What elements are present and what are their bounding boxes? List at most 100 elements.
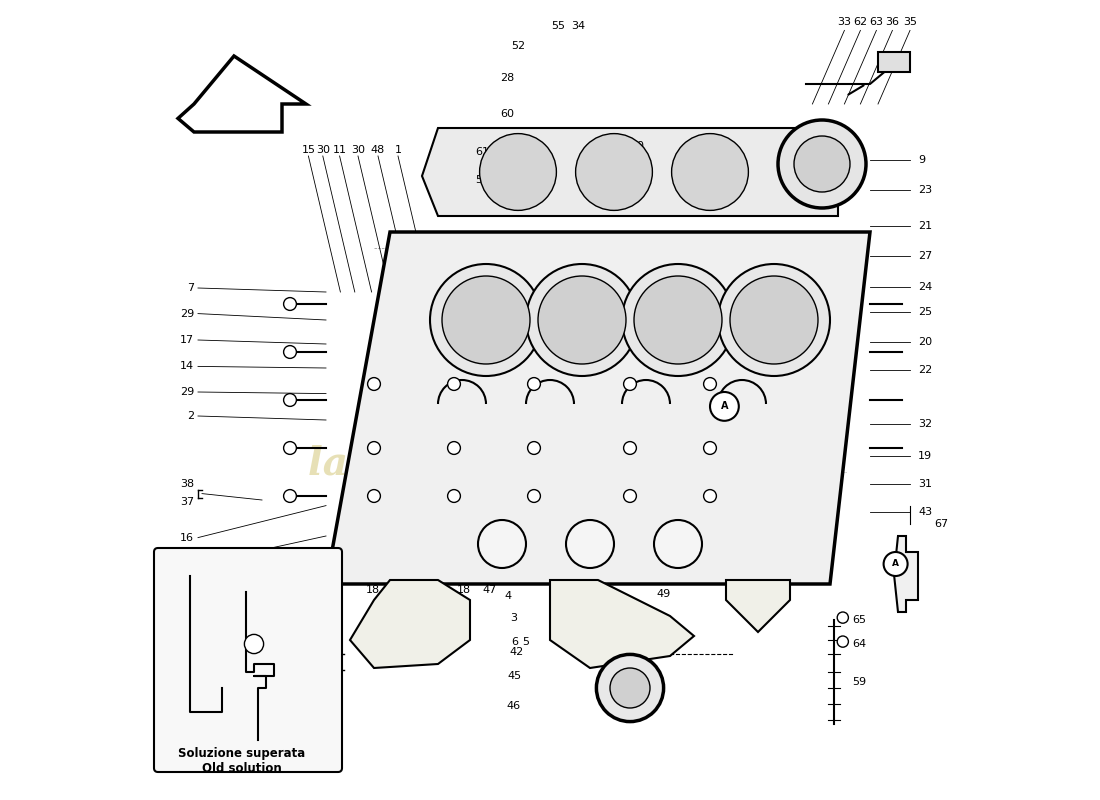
Text: 15: 15 xyxy=(301,146,316,155)
Text: 63: 63 xyxy=(869,18,883,27)
Circle shape xyxy=(794,136,850,192)
Text: 66: 66 xyxy=(657,615,671,625)
Circle shape xyxy=(837,636,848,647)
Circle shape xyxy=(448,442,461,454)
Circle shape xyxy=(284,394,296,406)
Circle shape xyxy=(442,276,530,364)
Text: 48: 48 xyxy=(371,146,385,155)
Text: 14: 14 xyxy=(180,362,194,371)
Text: 29: 29 xyxy=(179,309,194,318)
Text: 37: 37 xyxy=(180,498,194,507)
Text: 19: 19 xyxy=(918,451,932,461)
Text: 9: 9 xyxy=(918,155,925,165)
Circle shape xyxy=(528,378,540,390)
Polygon shape xyxy=(422,128,838,216)
Circle shape xyxy=(778,120,866,208)
Circle shape xyxy=(672,134,748,210)
Text: 60: 60 xyxy=(499,109,514,118)
Text: 18: 18 xyxy=(365,586,380,595)
Circle shape xyxy=(284,346,296,358)
Text: 64: 64 xyxy=(852,639,867,649)
Text: 29: 29 xyxy=(179,387,194,397)
Text: 20: 20 xyxy=(918,338,932,347)
Text: 61: 61 xyxy=(475,147,490,157)
Text: 7: 7 xyxy=(187,283,194,293)
Text: 13: 13 xyxy=(385,586,398,595)
Circle shape xyxy=(710,392,739,421)
Text: 62: 62 xyxy=(854,18,868,27)
Circle shape xyxy=(284,442,296,454)
Text: 43: 43 xyxy=(918,507,932,517)
Text: 3: 3 xyxy=(509,613,517,622)
Text: 44: 44 xyxy=(539,490,553,499)
Text: Soluzione superata: Soluzione superata xyxy=(178,747,306,760)
Text: 31: 31 xyxy=(918,479,932,489)
Circle shape xyxy=(284,490,296,502)
Text: 12: 12 xyxy=(431,586,446,595)
Text: 21: 21 xyxy=(918,221,932,230)
Polygon shape xyxy=(326,232,870,584)
Text: 55: 55 xyxy=(551,21,565,30)
Text: 5: 5 xyxy=(522,637,529,646)
Bar xyxy=(878,52,910,72)
Text: 58: 58 xyxy=(642,522,657,531)
Circle shape xyxy=(634,276,722,364)
Text: 36: 36 xyxy=(886,18,900,27)
Text: 49: 49 xyxy=(657,589,671,598)
Text: 65: 65 xyxy=(852,615,867,625)
Circle shape xyxy=(430,264,542,376)
Text: 8: 8 xyxy=(410,586,418,595)
Polygon shape xyxy=(726,580,790,632)
Text: 11: 11 xyxy=(332,146,346,155)
Circle shape xyxy=(718,264,830,376)
Text: 4: 4 xyxy=(505,591,512,601)
Text: A: A xyxy=(720,402,728,411)
Text: 45: 45 xyxy=(508,671,521,681)
Circle shape xyxy=(624,378,637,390)
Text: 30: 30 xyxy=(316,146,330,155)
Text: 32: 32 xyxy=(918,419,932,429)
Circle shape xyxy=(448,378,461,390)
Polygon shape xyxy=(350,580,470,668)
Text: 40: 40 xyxy=(327,669,341,678)
Circle shape xyxy=(837,612,848,623)
Text: 2: 2 xyxy=(187,559,194,569)
FancyBboxPatch shape xyxy=(154,548,342,772)
Circle shape xyxy=(624,442,637,454)
Text: 67: 67 xyxy=(934,519,948,529)
Circle shape xyxy=(621,264,734,376)
Circle shape xyxy=(367,490,381,502)
Text: 16: 16 xyxy=(180,533,194,542)
Text: 27: 27 xyxy=(918,251,933,261)
Circle shape xyxy=(480,134,557,210)
Text: 50: 50 xyxy=(575,650,589,659)
Circle shape xyxy=(596,654,663,722)
Circle shape xyxy=(566,520,614,568)
Text: 26: 26 xyxy=(576,458,591,467)
Text: 1985: 1985 xyxy=(652,534,800,618)
Text: 53: 53 xyxy=(667,642,681,651)
Circle shape xyxy=(367,378,381,390)
Text: 54: 54 xyxy=(475,175,490,185)
Polygon shape xyxy=(550,580,694,668)
Circle shape xyxy=(704,378,716,390)
Circle shape xyxy=(367,442,381,454)
Text: 67: 67 xyxy=(292,639,305,649)
Text: 30: 30 xyxy=(351,146,365,155)
Circle shape xyxy=(654,520,702,568)
Circle shape xyxy=(883,552,908,576)
Text: 47: 47 xyxy=(483,586,497,595)
Circle shape xyxy=(624,490,637,502)
Circle shape xyxy=(528,442,540,454)
Text: 38: 38 xyxy=(180,479,194,489)
Polygon shape xyxy=(894,536,918,612)
Text: 28: 28 xyxy=(499,73,514,82)
Text: 42: 42 xyxy=(509,647,524,657)
Text: 10: 10 xyxy=(631,141,645,150)
Text: A: A xyxy=(892,559,899,569)
Circle shape xyxy=(704,442,716,454)
Text: 6: 6 xyxy=(512,637,518,646)
Circle shape xyxy=(448,490,461,502)
Circle shape xyxy=(538,276,626,364)
Circle shape xyxy=(528,490,540,502)
